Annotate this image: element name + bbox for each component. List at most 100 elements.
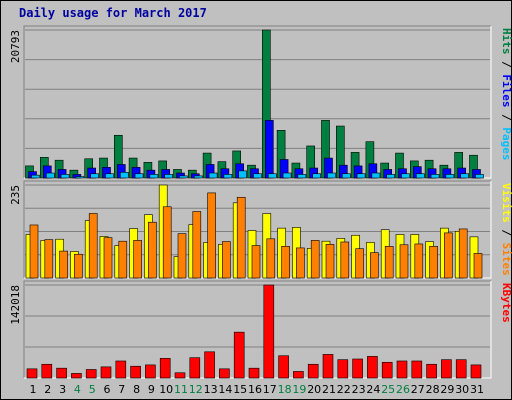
bar-pages-day-3 bbox=[60, 174, 70, 179]
bar-sites-day-8 bbox=[133, 240, 142, 279]
day-label-5: 5 bbox=[89, 383, 96, 396]
panel-border-dark bbox=[23, 25, 491, 178]
bar-sites-day-15 bbox=[236, 196, 246, 279]
day-label-13: 13 bbox=[204, 383, 218, 396]
bar-pages-day-30 bbox=[460, 173, 470, 179]
panel-background bbox=[24, 26, 491, 178]
bar-kbytes-day-14 bbox=[219, 368, 230, 379]
day-label-17: 17 bbox=[263, 383, 277, 396]
day-label-22: 22 bbox=[337, 383, 351, 396]
legend-separator: / bbox=[500, 108, 512, 128]
day-label-7: 7 bbox=[118, 383, 125, 396]
day-label-24: 24 bbox=[366, 383, 380, 396]
day-label-19: 19 bbox=[292, 383, 306, 396]
day-label-16: 16 bbox=[248, 383, 262, 396]
bar-pages-day-9 bbox=[149, 174, 159, 179]
day-label-10: 10 bbox=[159, 383, 173, 396]
bar-kbytes-day-16 bbox=[248, 367, 260, 379]
graph-title: Daily usage for March 2017 bbox=[19, 6, 207, 20]
bar-pages-day-4 bbox=[75, 176, 85, 179]
max-label-visits-sites: 235 bbox=[9, 185, 22, 205]
bar-pages-day-28 bbox=[430, 174, 440, 179]
legend-entry-hits: Hits bbox=[500, 28, 512, 55]
day-label-26: 26 bbox=[396, 383, 410, 396]
bar-pages-day-31 bbox=[475, 174, 484, 179]
bar-sites-day-30 bbox=[458, 228, 468, 279]
bar-kbytes-day-1 bbox=[26, 368, 38, 379]
bar-sites-day-24 bbox=[370, 252, 379, 279]
day-label-14: 14 bbox=[218, 383, 232, 396]
bar-sites-day-14 bbox=[222, 241, 231, 279]
bar-kbytes-day-11 bbox=[174, 372, 186, 379]
legend-kbytes: KBytes bbox=[500, 283, 512, 323]
day-label-30: 30 bbox=[455, 383, 469, 396]
legend-entry-pages: Pages bbox=[500, 127, 512, 160]
legend-entry-sites: Sites bbox=[500, 243, 512, 276]
bar-kbytes-day-9 bbox=[145, 364, 156, 379]
bar-sites-day-12 bbox=[192, 211, 202, 279]
bar-kbytes-day-30 bbox=[455, 359, 467, 379]
bar-sites-day-3 bbox=[59, 250, 68, 279]
bar-pages-day-17 bbox=[267, 173, 277, 179]
bar-sites-day-13 bbox=[207, 192, 216, 279]
bar-sites-day-27 bbox=[414, 243, 424, 279]
bar-pages-day-26 bbox=[401, 173, 410, 179]
bar-pages-day-29 bbox=[445, 174, 455, 179]
bar-files-day-17 bbox=[264, 120, 274, 179]
bar-kbytes-day-28 bbox=[426, 363, 437, 379]
bar-pages-day-12 bbox=[194, 175, 203, 179]
bar-pages-day-1 bbox=[31, 174, 40, 179]
day-label-28: 28 bbox=[426, 383, 440, 396]
legend-separator: / bbox=[500, 223, 512, 243]
day-label-21: 21 bbox=[322, 383, 336, 396]
bar-pages-day-13 bbox=[208, 172, 218, 179]
bar-sites-day-2 bbox=[44, 239, 54, 279]
panel-border-dark bbox=[23, 280, 491, 378]
bar-kbytes-day-29 bbox=[441, 359, 452, 379]
day-label-25: 25 bbox=[381, 383, 395, 396]
bar-kbytes-day-23 bbox=[352, 358, 363, 379]
bar-pages-day-21 bbox=[327, 172, 336, 179]
bar-kbytes-day-26 bbox=[396, 360, 408, 379]
bar-kbytes-day-19 bbox=[293, 371, 304, 379]
bar-pages-day-5 bbox=[90, 173, 99, 179]
bar-pages-day-19 bbox=[297, 174, 307, 179]
bar-pages-day-20 bbox=[312, 173, 322, 179]
day-label-11: 11 bbox=[174, 383, 188, 396]
bar-kbytes-day-18 bbox=[278, 355, 289, 379]
max-label-hits-files-pages: 20793 bbox=[9, 30, 22, 63]
day-label-12: 12 bbox=[189, 383, 203, 396]
bar-kbytes-day-3 bbox=[56, 367, 67, 379]
bar-sites-day-22 bbox=[340, 241, 350, 279]
bar-pages-day-16 bbox=[253, 173, 262, 179]
bar-sites-day-9 bbox=[148, 221, 157, 279]
bar-pages-day-23 bbox=[356, 173, 366, 179]
bar-sites-day-7 bbox=[118, 240, 128, 279]
bar-sites-day-25 bbox=[384, 246, 394, 279]
bar-kbytes-day-10 bbox=[159, 358, 171, 379]
max-label-kbytes: 142018 bbox=[9, 285, 22, 325]
legend-entry-visits: Visits bbox=[500, 183, 512, 223]
bar-kbytes-day-8 bbox=[130, 365, 141, 379]
day-label-3: 3 bbox=[59, 383, 66, 396]
legend-entry-files: Files bbox=[500, 74, 512, 107]
legend-separator: / bbox=[500, 55, 512, 75]
bar-sites-day-17 bbox=[266, 238, 276, 279]
bar-sites-day-6 bbox=[103, 237, 113, 279]
legend-entry-kbytes: KBytes bbox=[500, 283, 512, 323]
bar-pages-day-27 bbox=[415, 173, 425, 179]
bar-pages-day-24 bbox=[371, 172, 381, 179]
bar-sites-day-29 bbox=[444, 232, 453, 279]
legend-hits-files-pages: Hits / Files / Pages bbox=[500, 28, 512, 161]
bar-sites-day-10 bbox=[162, 206, 172, 279]
bar-sites-day-5 bbox=[88, 213, 98, 279]
bar-kbytes-day-6 bbox=[100, 366, 112, 379]
bar-kbytes-day-21 bbox=[322, 354, 334, 379]
bar-pages-day-11 bbox=[179, 175, 188, 179]
bar-sites-day-20 bbox=[310, 240, 320, 279]
bar-kbytes-day-4 bbox=[71, 373, 82, 379]
bar-sites-day-31 bbox=[473, 253, 483, 279]
day-label-8: 8 bbox=[133, 383, 140, 396]
bar-kbytes-day-22 bbox=[337, 359, 349, 379]
bar-kbytes-day-24 bbox=[367, 356, 378, 379]
